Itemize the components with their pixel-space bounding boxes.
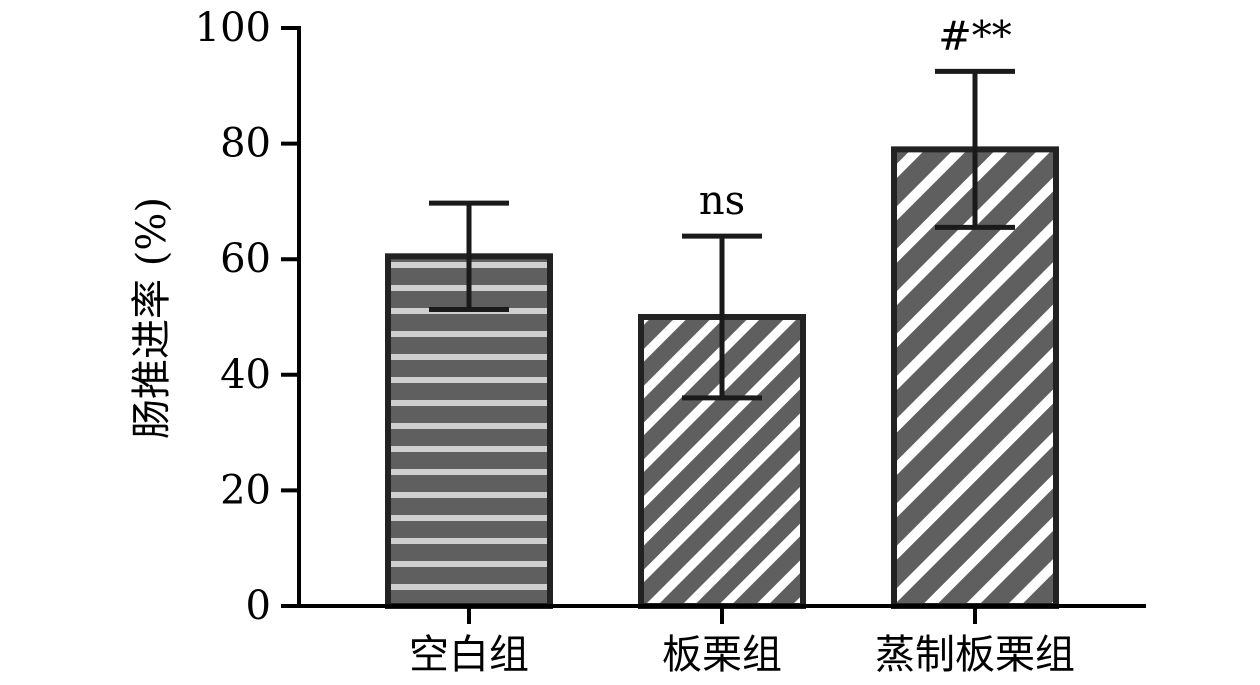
y-axis-ticks: 0 20 40 60 80 100 xyxy=(195,5,299,629)
error-bars-group xyxy=(429,68,1015,401)
significance-label: ns xyxy=(699,178,745,224)
annotations-group: ns #** xyxy=(699,13,1012,224)
bars-group xyxy=(385,146,1059,609)
y-tick-label: 40 xyxy=(220,352,271,398)
x-category-label: 板栗组 xyxy=(662,632,782,678)
significance-label: #** xyxy=(938,13,1012,59)
x-axis-categories: 空白组 板栗组 蒸制板栗组 xyxy=(409,606,1075,678)
y-axis-label: 肠推进率 (%) xyxy=(129,197,175,439)
y-tick-label: 20 xyxy=(220,467,271,513)
y-tick-label: 0 xyxy=(246,583,271,629)
y-tick-label: 60 xyxy=(220,236,271,282)
y-tick-label: 80 xyxy=(220,121,271,167)
x-category-label: 空白组 xyxy=(409,632,529,678)
y-tick-label: 100 xyxy=(195,5,271,51)
x-category-label: 蒸制板栗组 xyxy=(875,632,1075,678)
